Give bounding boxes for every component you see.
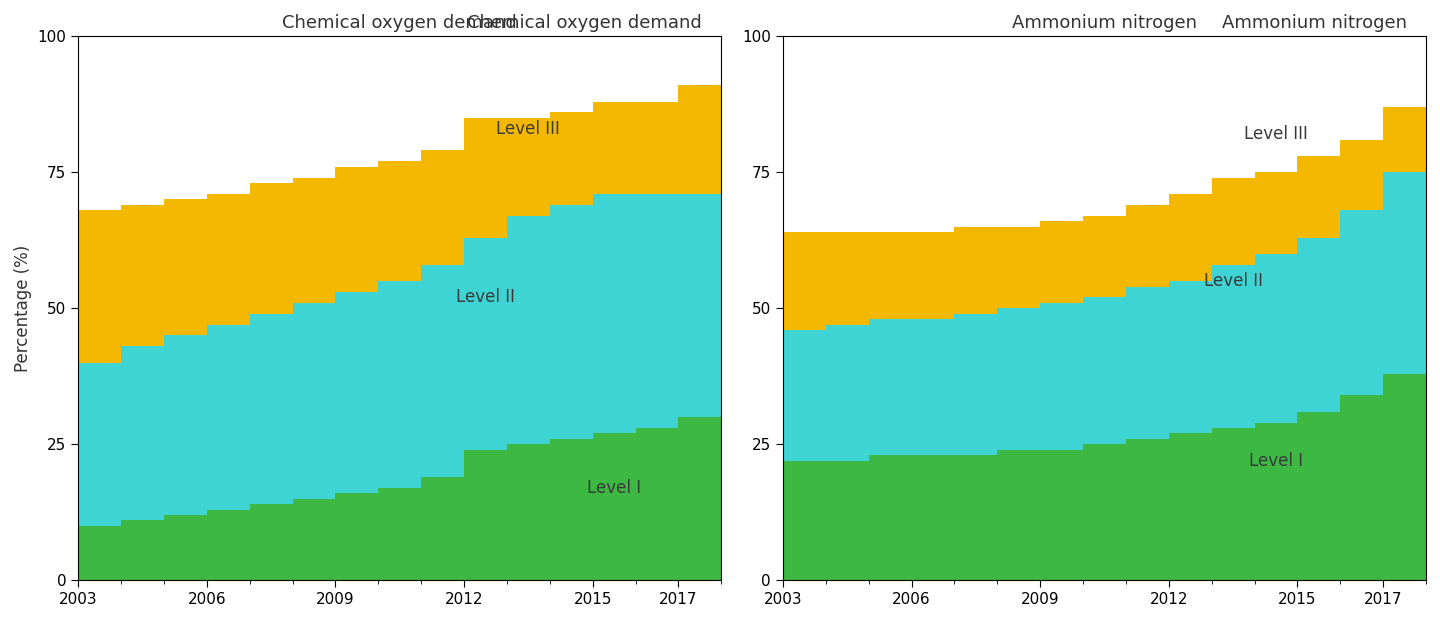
- Text: Level II: Level II: [456, 288, 516, 306]
- Text: Chemical oxygen demand: Chemical oxygen demand: [468, 14, 703, 32]
- Title: Chemical oxygen demand: Chemical oxygen demand: [282, 14, 517, 32]
- Text: Ammonium nitrogen: Ammonium nitrogen: [1221, 14, 1407, 32]
- Title: Ammonium nitrogen: Ammonium nitrogen: [1012, 14, 1197, 32]
- Text: Level III: Level III: [1244, 125, 1308, 143]
- Text: Level I: Level I: [588, 479, 641, 497]
- Text: Level I: Level I: [1248, 451, 1303, 469]
- Text: Level III: Level III: [497, 120, 560, 138]
- Text: Level II: Level II: [1204, 272, 1263, 290]
- Y-axis label: Percentage (%): Percentage (%): [14, 245, 32, 372]
